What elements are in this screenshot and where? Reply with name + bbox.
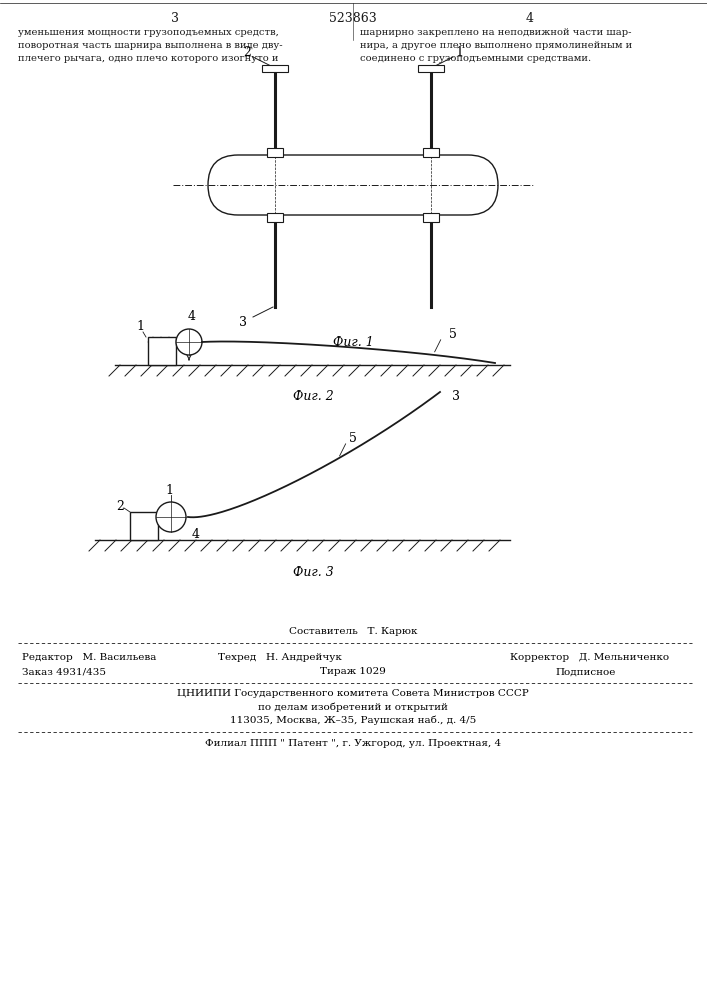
Text: 2: 2 (116, 500, 124, 514)
Text: 5: 5 (449, 328, 457, 341)
Text: 523863: 523863 (329, 11, 377, 24)
Text: Составитель   Т. Карюк: Составитель Т. Карюк (288, 628, 417, 637)
Text: 1: 1 (165, 484, 173, 496)
Text: ЦНИИПИ Государственного комитета Совета Министров СССР: ЦНИИПИ Государственного комитета Совета … (177, 690, 529, 698)
Bar (262, 65, 288, 72)
Text: Редактор   М. Васильева: Редактор М. Васильева (22, 654, 156, 662)
Text: Заказ 4931/435: Заказ 4931/435 (22, 668, 106, 676)
Bar (148, 337, 176, 365)
Text: Фиг. 3: Фиг. 3 (293, 566, 334, 578)
Text: 113035, Москва, Ж–35, Раушская наб., д. 4/5: 113035, Москва, Ж–35, Раушская наб., д. … (230, 715, 476, 725)
Text: уменьшения мощности грузоподъемных средств,
поворотная часть шарнира выполнена в: уменьшения мощности грузоподъемных средс… (18, 28, 283, 63)
Text: 1: 1 (455, 45, 463, 58)
Text: шарнирно закреплено на неподвижной части шар-
нира, а другое плечо выполнено пря: шарнирно закреплено на неподвижной части… (360, 28, 632, 63)
Text: 3: 3 (239, 316, 247, 328)
Text: Филиал ППП " Патент ", г. Ужгород, ул. Проектная, 4: Филиал ППП " Патент ", г. Ужгород, ул. П… (205, 740, 501, 748)
Text: 1: 1 (136, 320, 144, 334)
Text: 3: 3 (171, 11, 179, 24)
Text: 2: 2 (243, 45, 251, 58)
Text: Техред   Н. Андрейчук: Техред Н. Андрейчук (218, 654, 342, 662)
Text: 3: 3 (452, 390, 460, 403)
FancyBboxPatch shape (208, 155, 498, 215)
Text: Корректор   Д. Мельниченко: Корректор Д. Мельниченко (510, 654, 669, 662)
Text: Фиг. 2: Фиг. 2 (293, 390, 334, 403)
Text: 4: 4 (188, 310, 196, 324)
Bar (423, 213, 439, 222)
Bar (130, 512, 158, 540)
Bar (267, 213, 283, 222)
Text: 5: 5 (349, 432, 356, 445)
Text: 4: 4 (526, 11, 534, 24)
Text: Подписное: Подписное (555, 668, 615, 676)
Text: Фиг. 1: Фиг. 1 (332, 336, 373, 349)
Text: 4: 4 (192, 528, 200, 542)
Circle shape (176, 329, 202, 355)
Bar (423, 148, 439, 157)
Bar (267, 148, 283, 157)
Circle shape (156, 502, 186, 532)
Bar (418, 65, 444, 72)
Text: Тираж 1029: Тираж 1029 (320, 668, 386, 676)
Text: по делам изобретений и открытий: по делам изобретений и открытий (258, 702, 448, 712)
